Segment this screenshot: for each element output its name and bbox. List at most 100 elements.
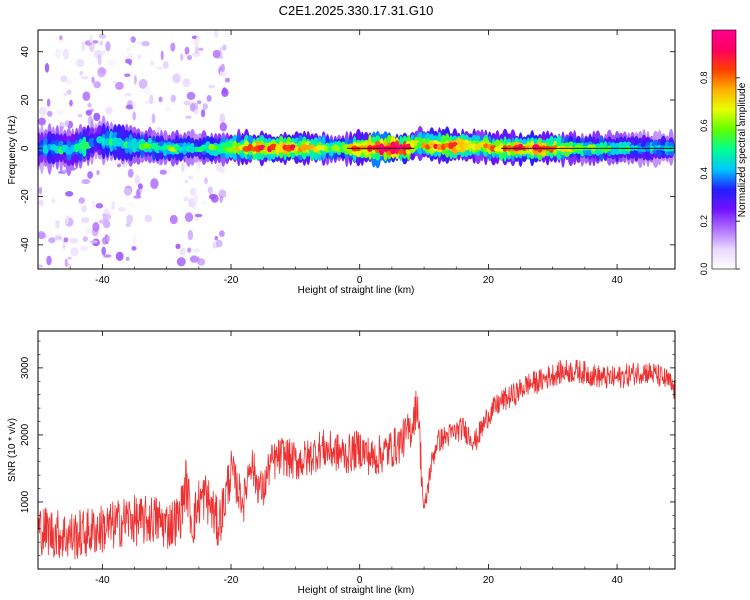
heatmap-cell: [156, 66, 165, 70]
heatmap-cell: [149, 94, 154, 105]
figure-title: C2E1.2025.330.17.31.G10: [279, 3, 434, 18]
heatmap-cell: [82, 91, 91, 101]
heatmap-cell: [191, 51, 201, 58]
heatmap-cell: [189, 255, 199, 263]
heatmap-cell: [82, 236, 89, 242]
spectrogram-panel: -40 -20 0 20 40 -40 -20 0 20 40 Height of straig…: [7, 29, 676, 296]
heatmap-cell: [375, 144, 381, 151]
heatmap-cell: [125, 223, 131, 227]
heatmap-cell: [126, 214, 133, 225]
heatmap-cell: [208, 193, 217, 200]
heatmap-cell: [64, 258, 68, 267]
heatmap-cell: [66, 89, 72, 95]
heatmap-cell: [137, 41, 142, 46]
heatmap-cell: [51, 198, 56, 204]
heatmap-cell: [78, 197, 85, 204]
heatmap-cell: [433, 143, 438, 149]
x-tick-label: 20: [483, 575, 495, 586]
spectrogram-y-label: Frequency (Hz): [7, 116, 18, 185]
heatmap-cell: [483, 143, 489, 149]
heatmap-cell: [112, 80, 116, 85]
heatmap-ridge: [38, 115, 675, 176]
heatmap-cell: [214, 30, 219, 38]
heatmap-cell: [202, 199, 206, 205]
heatmap-cell: [85, 109, 93, 116]
heatmap-cell: [95, 203, 104, 209]
heatmap-cell: [106, 235, 111, 242]
heatmap-cell: [144, 86, 151, 96]
heatmap-cell: [38, 186, 43, 195]
heatmap-cell: [180, 53, 184, 61]
heatmap-cell: [120, 140, 126, 149]
heatmap-cell: [132, 234, 137, 246]
heatmap-cell: [81, 178, 91, 185]
heatmap-cell: [59, 35, 63, 40]
heatmap-cell: [138, 78, 148, 89]
heatmap-cell: [208, 84, 216, 89]
y-tick-label: 1000: [20, 490, 31, 513]
colorbar-tick-label: 0.4: [699, 167, 709, 180]
heatmap-cell: [162, 61, 169, 69]
y-tick-label: 0: [20, 145, 31, 151]
heatmap-cell: [38, 199, 44, 206]
heatmap-cell: [204, 177, 208, 185]
heatmap-cell: [91, 199, 96, 210]
heatmap-cell: [131, 246, 137, 251]
heatmap-cell: [132, 111, 136, 121]
colorbar-ticks: 0.0 0.2 0.4 0.6 0.8: [699, 72, 740, 276]
heatmap-cell: [169, 214, 178, 225]
heatmap-cell: [48, 237, 56, 244]
snr-y-ticks: 1000 2000 3000: [20, 340, 675, 556]
snr-x-ticks: -40 -20 0 20 40: [37, 331, 650, 586]
heatmap-cell: [219, 122, 227, 132]
heatmap-cell: [77, 114, 83, 118]
heatmap-cell: [115, 251, 124, 261]
heatmap-cell: [184, 46, 190, 55]
heatmap-cell: [111, 158, 121, 165]
heatmap-cell: [76, 58, 85, 68]
heatmap-cell: [98, 219, 106, 224]
heatmap-cell: [371, 145, 377, 151]
heatmap-cell: [115, 81, 124, 90]
heatmap-cell: [89, 240, 99, 244]
heatmap-cell: [193, 109, 200, 115]
heatmap-cell: [38, 231, 46, 240]
heatmap-cell: [56, 109, 65, 116]
heatmap-cell: [179, 247, 186, 256]
heatmap-cell: [38, 264, 44, 268]
heatmap-cell: [189, 146, 196, 153]
heatmap-cell: [185, 115, 192, 119]
y-tick-label: -20: [20, 189, 31, 204]
heatmap-cell: [167, 166, 172, 172]
heatmap-cell: [214, 235, 218, 241]
heatmap-cell: [198, 47, 204, 51]
heatmap-cell: [183, 196, 189, 202]
heatmap-cell: [132, 101, 137, 109]
heatmap-cell: [38, 117, 46, 126]
spectrogram-x-ticks: -40 -20 0 20 40: [37, 30, 650, 286]
heatmap-cell: [212, 49, 221, 59]
heatmap-cell: [107, 59, 117, 66]
heatmap-cell: [126, 48, 131, 52]
heatmap-cell: [80, 75, 89, 80]
heatmap-cell: [219, 195, 223, 203]
x-tick-label: -20: [224, 275, 239, 286]
heatmap-cell: [80, 245, 88, 251]
heatmap-cell: [141, 40, 150, 47]
heatmap-cell: [206, 95, 212, 102]
heatmap-cell: [150, 178, 159, 190]
heatmap-cell: [183, 100, 191, 106]
heatmap-cell: [65, 215, 69, 225]
heatmap-cell: [187, 230, 194, 241]
heatmap-cell: [62, 244, 66, 249]
heatmap-cell: [124, 73, 131, 77]
heatmap-cell: [46, 255, 52, 266]
heatmap-cell: [559, 145, 567, 153]
heatmap-cell: [193, 193, 199, 204]
snr-frame: [37, 330, 676, 570]
heatmap-cell: [97, 54, 102, 66]
heatmap-cell: [462, 142, 471, 150]
colorbar-tick-label: 0.0: [699, 263, 709, 276]
heatmap-cell: [111, 200, 116, 210]
heatmap-cell: [137, 183, 143, 190]
